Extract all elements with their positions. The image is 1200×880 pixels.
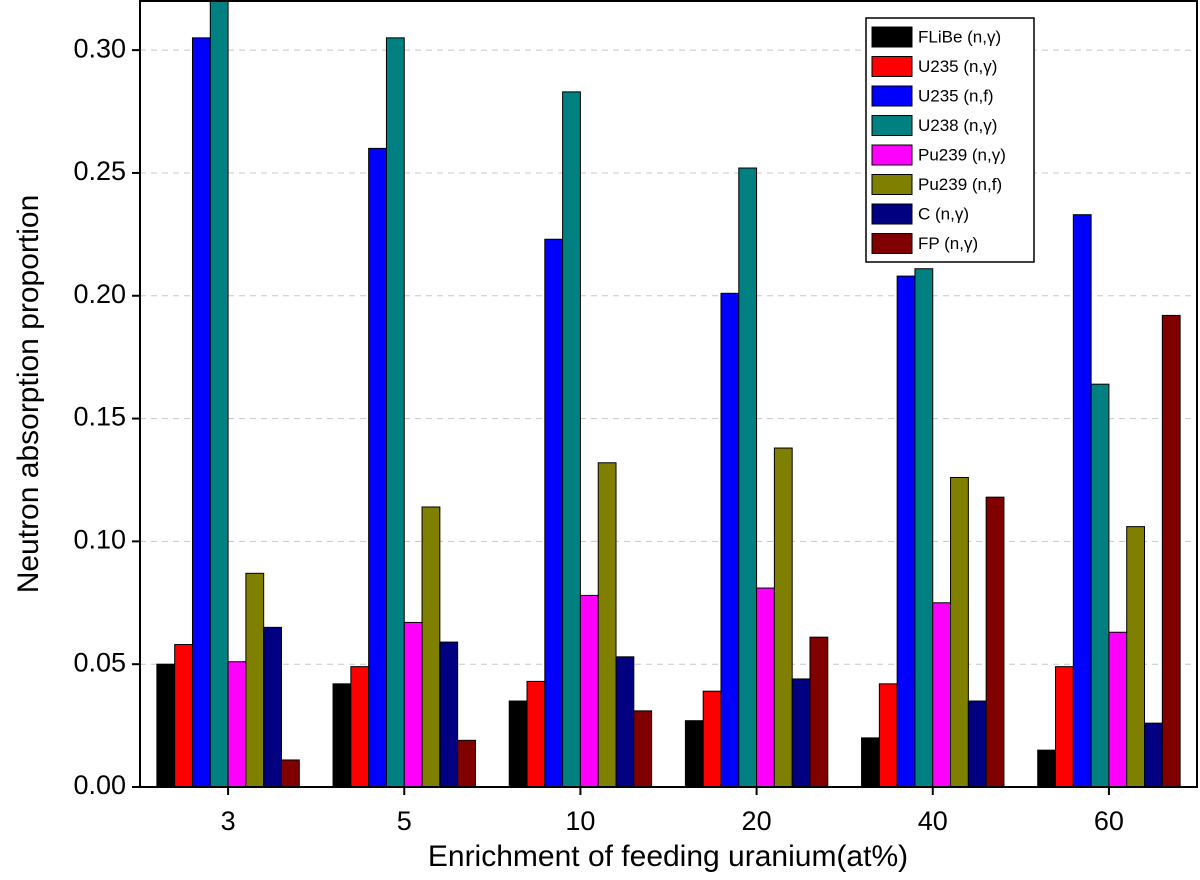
bar: [1090, 383, 1110, 787]
bar: [950, 477, 969, 787]
bar: [350, 666, 370, 787]
y-tick-label: 0.15: [73, 402, 126, 432]
bar: [245, 572, 265, 787]
bar: [861, 737, 880, 787]
legend-swatch: [871, 26, 913, 48]
legend-box: [865, 17, 1035, 263]
bar: [403, 621, 423, 787]
bar: [1055, 666, 1074, 787]
bar: [280, 759, 300, 787]
bar: [1126, 526, 1146, 787]
y-tick-label: 0.25: [73, 156, 126, 186]
legend-label: Pu239 (n,γ): [918, 145, 1006, 164]
y-tick-label: 0.10: [73, 525, 126, 555]
bar: [932, 602, 952, 787]
y-tick-label: 0.30: [73, 33, 126, 63]
legend-swatch: [871, 203, 913, 225]
legend-label: U235 (n,γ): [918, 57, 997, 76]
legend-swatch: [871, 174, 913, 195]
legend-label: U238 (n,γ): [918, 116, 997, 135]
legend-label: FP (n,γ): [918, 234, 978, 253]
x-tick-label: 20: [742, 806, 772, 836]
bar: [720, 292, 740, 787]
legend: FLiBe (n,γ) U235 (n,γ) U235 (n,f) U238 (n,γ…: [865, 17, 1035, 263]
legend-label: C (n,γ): [918, 204, 969, 223]
legend-swatch: [871, 115, 913, 136]
bar: [1072, 214, 1092, 787]
bar: [878, 683, 898, 787]
bar: [896, 275, 916, 787]
bar: [457, 739, 476, 787]
legend-swatch: [871, 233, 913, 254]
x-tick-label: 60: [1094, 806, 1124, 836]
plot-frame: [139, 0, 1198, 788]
bar: [227, 661, 247, 787]
bar: [579, 594, 599, 787]
x-tick-label: 5: [397, 806, 412, 836]
bar: [791, 678, 811, 787]
bar: [914, 268, 934, 787]
y-axis-title: Neutron absorption proportion: [12, 195, 45, 594]
bar: [421, 506, 441, 787]
y-tick-label: 0.20: [73, 279, 126, 309]
bar: [174, 644, 193, 787]
legend-label: Pu239 (n,f): [918, 175, 1002, 194]
bar: [1161, 314, 1181, 787]
bar: [615, 656, 635, 787]
legend-label: FLiBe (n,γ): [918, 27, 1001, 46]
bar: [597, 462, 617, 787]
y-tick-label: 0.00: [73, 770, 126, 800]
bar: [633, 710, 653, 787]
bar: [1037, 749, 1057, 787]
bar: [1108, 631, 1128, 787]
x-axis-title: Enrichment of feeding uranium(at%): [428, 840, 908, 873]
x-tick-label: 40: [918, 806, 948, 836]
bar: [967, 700, 987, 787]
bar: [702, 690, 722, 787]
legend-label: U235 (n,f): [918, 86, 994, 105]
bar: [156, 663, 176, 787]
x-tick-label: 3: [221, 806, 236, 836]
bar: [773, 447, 793, 787]
x-tick-label: 10: [565, 806, 595, 836]
bar: [544, 238, 564, 787]
bar: [526, 680, 546, 787]
bar: [756, 587, 775, 787]
legend-swatch: [871, 85, 913, 107]
grid: [140, 49, 1197, 665]
bar: [809, 636, 829, 787]
bar: [439, 641, 459, 787]
bar: [738, 167, 758, 787]
bar: [985, 496, 1005, 787]
bar: [368, 147, 387, 787]
bar: [562, 91, 581, 787]
bar: [191, 37, 211, 787]
bar: [385, 37, 405, 787]
legend-swatch: [871, 144, 913, 166]
bar: [1144, 722, 1163, 787]
bar: [209, 1, 229, 787]
y-tick-label: 0.05: [73, 647, 126, 677]
bar: [332, 683, 352, 787]
bar: [508, 700, 528, 787]
axes: 0.00 0.05 0.10 0.15 0.20 0.25 0.30 3 5 10 20 40 60: [73, 33, 1124, 836]
bar: [684, 720, 704, 787]
bars: [156, 1, 1181, 787]
legend-swatch: [871, 56, 913, 77]
bar: [263, 626, 282, 787]
